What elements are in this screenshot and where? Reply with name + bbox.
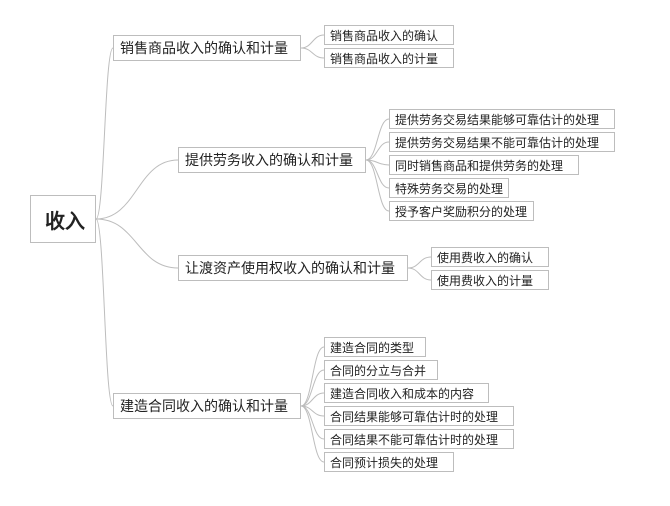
branch-0-leaf-1: 销售商品收入的计量 [324,48,454,68]
branch-3-leaf-1: 合同的分立与合并 [324,360,438,380]
branch-3: 建造合同收入的确认和计量 [113,393,301,419]
branch-1-leaf-2: 同时销售商品和提供劳务的处理 [389,155,579,175]
branch-1-leaf-4: 授予客户奖励积分的处理 [389,201,534,221]
branch-1-leaf-0: 提供劳务交易结果能够可靠估计的处理 [389,109,615,129]
branch-2: 让渡资产使用权收入的确认和计量 [178,255,408,281]
branch-3-leaf-4: 合同结果不能可靠估计时的处理 [324,429,514,449]
branch-0-leaf-0: 销售商品收入的确认 [324,25,454,45]
branch-3-leaf-0: 建造合同的类型 [324,337,426,357]
branch-3-leaf-2: 建造合同收入和成本的内容 [324,383,489,403]
branch-1-leaf-3: 特殊劳务交易的处理 [389,178,509,198]
branch-2-leaf-1: 使用费收入的计量 [431,270,549,290]
branch-3-leaf-3: 合同结果能够可靠估计时的处理 [324,406,514,426]
root-node: 收入 [30,195,96,243]
branch-1: 提供劳务收入的确认和计量 [178,147,366,173]
branch-0: 销售商品收入的确认和计量 [113,35,301,61]
branch-3-leaf-5: 合同预计损失的处理 [324,452,454,472]
branch-2-leaf-0: 使用费收入的确认 [431,247,549,267]
branch-1-leaf-1: 提供劳务交易结果不能可靠估计的处理 [389,132,615,152]
